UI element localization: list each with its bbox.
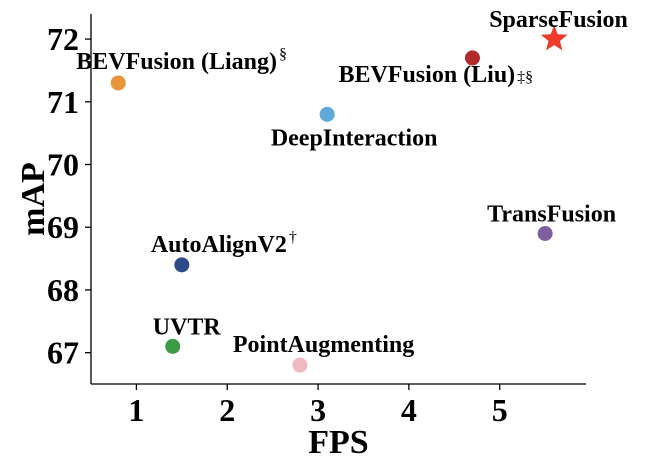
axes bbox=[90, 14, 586, 385]
point-label-5: AutoAlignV2 † bbox=[151, 229, 297, 258]
point-label-0: BEVFusion (Liang) § bbox=[76, 46, 287, 75]
point-label-7: PointAugmenting bbox=[233, 332, 414, 358]
y-tick-label: 70 bbox=[47, 147, 79, 183]
point-label-3: SparseFusion bbox=[489, 7, 628, 33]
axis-ticks: 1 2 3 4 5 67 68 69 70 71 72 bbox=[47, 21, 508, 428]
point-label-4: TransFusion bbox=[487, 201, 616, 227]
data-points bbox=[110, 25, 568, 373]
x-tick-label: 5 bbox=[492, 392, 508, 428]
point-label-1: BEVFusion (Liu) ‡§ bbox=[338, 62, 533, 88]
point-marker-7 bbox=[292, 357, 308, 373]
x-tick-label: 2 bbox=[219, 392, 235, 428]
x-tick-label: 4 bbox=[401, 392, 417, 428]
x-tick-label: 3 bbox=[310, 392, 326, 428]
x-axis-title: FPS bbox=[308, 424, 368, 461]
sparsefusion-star-marker bbox=[540, 25, 568, 51]
y-axis-title: mAP bbox=[15, 162, 52, 236]
y-tick-label: 72 bbox=[47, 21, 79, 57]
y-tick-label: 69 bbox=[47, 209, 79, 245]
y-tick-label: 67 bbox=[47, 335, 79, 371]
point-label-6: UVTR bbox=[153, 314, 222, 340]
y-tick-label: 68 bbox=[47, 272, 79, 308]
x-tick-label: 1 bbox=[128, 392, 144, 428]
point-marker-2 bbox=[319, 106, 335, 122]
point-marker-6 bbox=[165, 338, 181, 354]
point-marker-4 bbox=[537, 225, 553, 241]
point-marker-5 bbox=[174, 257, 190, 273]
point-label-2: DeepInteraction bbox=[271, 125, 438, 151]
y-tick-label: 71 bbox=[47, 84, 79, 120]
point-marker-0 bbox=[110, 75, 126, 91]
point-marker-1 bbox=[464, 50, 480, 66]
point-labels: BEVFusion (Liang) § BEVFusion (Liu) ‡§ DeepI… bbox=[76, 7, 628, 358]
